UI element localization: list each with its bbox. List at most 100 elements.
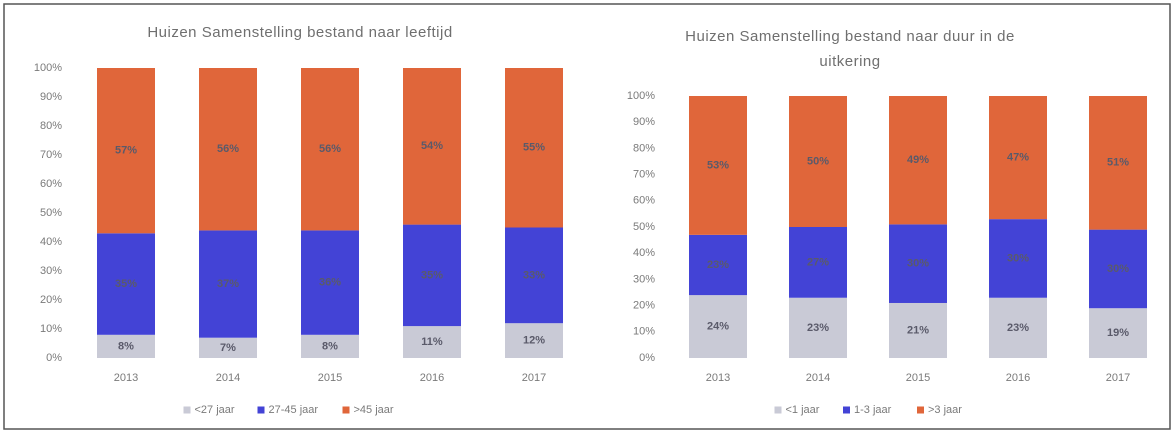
- data-label: 47%: [1007, 151, 1029, 163]
- bar-segment: [403, 326, 461, 358]
- data-label: 27%: [807, 256, 829, 268]
- x-tick-label: 2017: [1106, 372, 1130, 384]
- bar-segment: [1089, 229, 1147, 309]
- bar-segment: [505, 227, 563, 324]
- bar-segment: [989, 297, 1047, 358]
- legend-label: <27 jaar: [195, 404, 235, 416]
- x-tick-label: 2015: [906, 372, 930, 384]
- bar-segment: [789, 297, 847, 358]
- legend-label: <1 jaar: [786, 404, 820, 416]
- legend-swatch: [917, 406, 924, 414]
- y-tick-label: 10%: [633, 326, 655, 338]
- y-tick-label: 90%: [633, 116, 655, 128]
- legend-swatch: [257, 406, 265, 414]
- data-label: 30%: [1007, 252, 1029, 264]
- data-label: 35%: [115, 278, 137, 290]
- bar-segment: [403, 224, 461, 327]
- legend-swatch: [774, 406, 782, 414]
- legend-label: >45 jaar: [354, 404, 394, 416]
- x-tick-label: 2016: [1006, 372, 1030, 384]
- x-tick-label: 2014: [216, 372, 240, 384]
- x-tick-label: 2015: [318, 372, 342, 384]
- chart-title: Huizen Samenstelling bestand naar leefti…: [147, 24, 453, 41]
- data-label: 30%: [1107, 263, 1129, 275]
- x-tick-label: 2014: [806, 372, 830, 384]
- data-label: 50%: [807, 155, 829, 167]
- y-tick-label: 60%: [40, 178, 62, 190]
- legend-label: >3 jaar: [928, 404, 962, 416]
- legend-label: 27-45 jaar: [269, 404, 319, 416]
- data-label: 11%: [421, 336, 443, 348]
- bar-segment: [689, 96, 747, 235]
- y-tick-label: 10%: [40, 323, 62, 335]
- y-tick-label: 70%: [40, 149, 62, 161]
- data-label: 19%: [1107, 327, 1129, 339]
- bar-segment: [505, 323, 563, 358]
- y-tick-label: 50%: [40, 207, 62, 219]
- legend-swatch: [843, 406, 850, 414]
- y-tick-label: 0%: [639, 352, 655, 364]
- data-label: 12%: [523, 335, 545, 347]
- data-label: 55%: [523, 142, 545, 154]
- bar-segment: [301, 230, 359, 335]
- data-label: 33%: [523, 269, 545, 281]
- chart-title: Huizen Samenstelling bestand naar duur i…: [685, 28, 1015, 70]
- bar-segment: [301, 334, 359, 358]
- y-tick-label: 30%: [40, 265, 62, 277]
- bar-segment: [301, 68, 359, 231]
- bar-segment: [199, 68, 257, 231]
- bar-segment: [889, 224, 947, 303]
- data-label: 23%: [807, 322, 829, 334]
- y-tick-label: 70%: [633, 169, 655, 181]
- data-label: 21%: [907, 324, 929, 336]
- bar-segment: [789, 96, 847, 227]
- y-tick-label: 80%: [633, 142, 655, 154]
- data-label: 8%: [118, 340, 134, 352]
- y-tick-label: 50%: [633, 221, 655, 233]
- bar-segment: [989, 96, 1047, 220]
- data-label: 8%: [322, 340, 338, 352]
- data-label: 37%: [217, 278, 239, 290]
- y-tick-label: 80%: [40, 120, 62, 132]
- data-label: 49%: [907, 154, 929, 166]
- data-label: 24%: [707, 320, 729, 332]
- frame: [3, 3, 1171, 430]
- y-tick-label: 40%: [633, 247, 655, 259]
- y-tick-label: 60%: [633, 195, 655, 207]
- y-tick-label: 100%: [34, 62, 62, 74]
- data-label: 30%: [907, 258, 929, 270]
- bar-segment: [97, 68, 155, 234]
- bar-segment: [403, 68, 461, 225]
- bar-segment: [1089, 308, 1147, 358]
- data-label: 56%: [319, 143, 341, 155]
- y-tick-label: 20%: [633, 300, 655, 312]
- data-label: 56%: [217, 143, 239, 155]
- bar-segment: [1089, 96, 1147, 230]
- x-tick-label: 2016: [420, 372, 444, 384]
- data-label: 53%: [707, 159, 729, 171]
- data-label: 35%: [421, 269, 443, 281]
- legend-swatch: [183, 406, 191, 414]
- y-tick-label: 100%: [627, 90, 655, 102]
- legend-swatch: [342, 406, 350, 414]
- x-tick-label: 2013: [706, 372, 730, 384]
- bar-segment: [97, 233, 155, 335]
- bar-segment: [889, 96, 947, 225]
- bar-segment: [199, 230, 257, 338]
- bar-segment: [689, 295, 747, 358]
- data-label: 51%: [1107, 157, 1129, 169]
- data-label: 57%: [115, 145, 137, 157]
- bar-segment: [789, 227, 847, 298]
- data-label: 23%: [1007, 322, 1029, 334]
- bar-segment: [199, 337, 257, 358]
- bar-segment: [97, 334, 155, 358]
- data-label: 36%: [319, 277, 341, 289]
- data-label: 7%: [220, 342, 236, 354]
- bar-segment: [889, 302, 947, 358]
- y-tick-label: 0%: [46, 352, 62, 364]
- data-label: 23%: [707, 259, 729, 271]
- x-tick-label: 2017: [522, 372, 546, 384]
- data-label: 54%: [421, 140, 443, 152]
